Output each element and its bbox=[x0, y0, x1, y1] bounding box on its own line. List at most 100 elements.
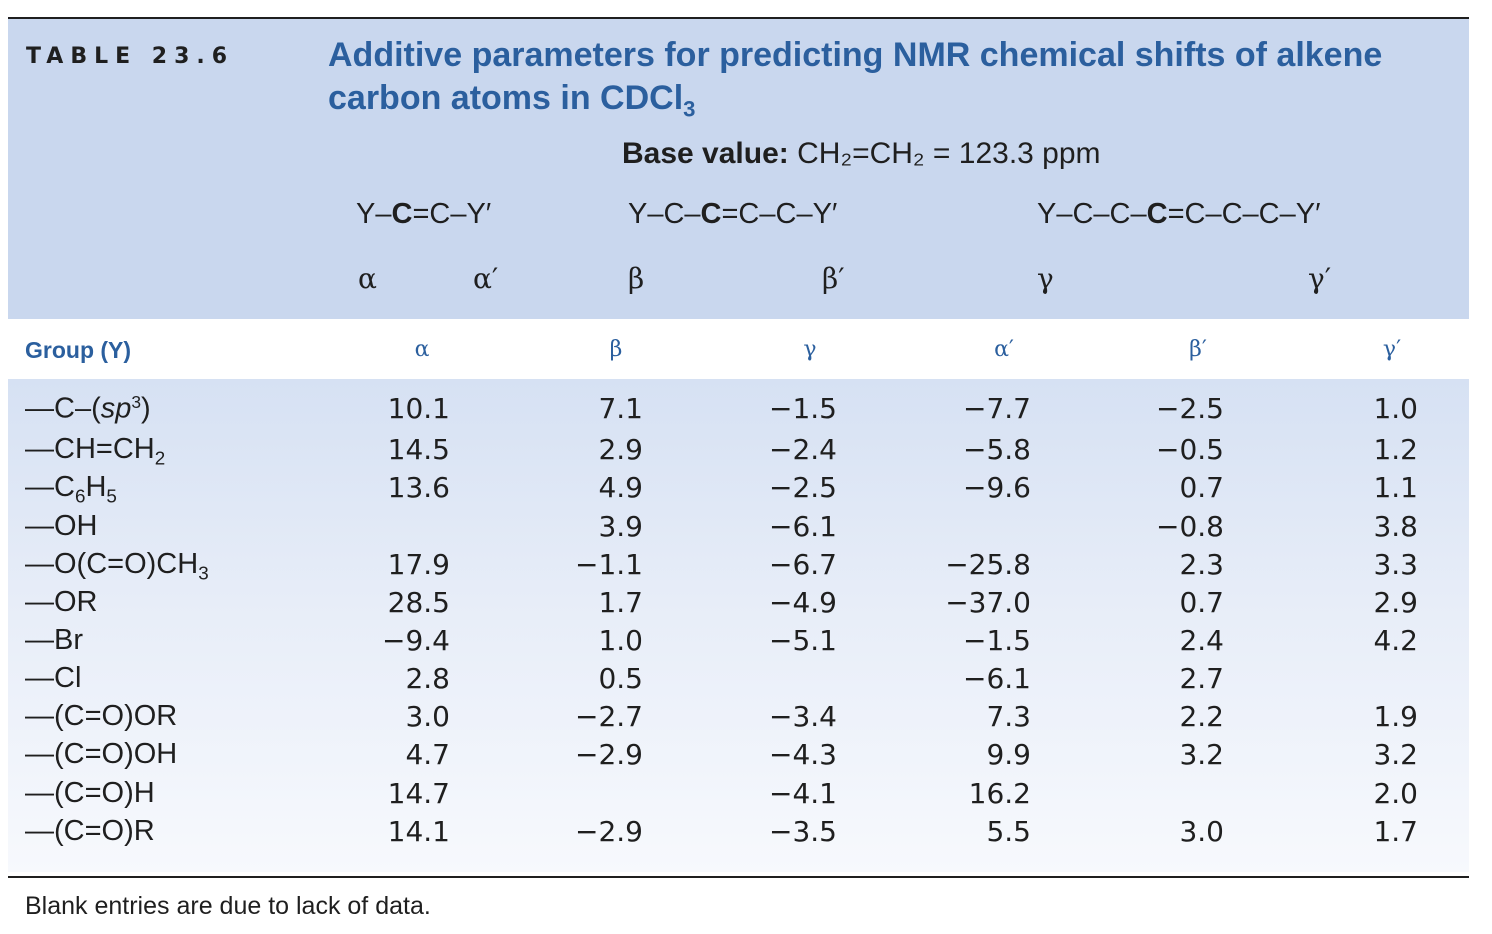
group-text: 2 bbox=[154, 447, 166, 469]
table-row: —OH 3.9 −6.1 −0.8 3.8 bbox=[0, 510, 1492, 548]
schematic-part: =C–C–C–Y′ bbox=[1167, 198, 1321, 230]
value-cell: 2.2 bbox=[1179, 700, 1224, 733]
value-cell: 2.7 bbox=[1179, 662, 1224, 695]
value-cell: 4.7 bbox=[405, 738, 450, 771]
value-cell: 13.6 bbox=[387, 471, 450, 504]
value-cell: −2.5 bbox=[769, 471, 837, 504]
group-text: sp bbox=[100, 392, 132, 425]
bottom-rule bbox=[8, 876, 1469, 878]
value-cell: −6.1 bbox=[963, 662, 1031, 695]
schematic-bold-carbon: C bbox=[391, 198, 413, 230]
value-cell: −2.9 bbox=[575, 815, 643, 848]
column-header-beta-prime: β′ bbox=[1189, 337, 1207, 362]
value-cell: 1.0 bbox=[1373, 392, 1418, 425]
value-cell: 3.9 bbox=[598, 510, 643, 543]
table-row: —Cl 2.8 0.5 −6.1 2.7 bbox=[0, 662, 1492, 700]
table-row: —C–(sp3) 10.1 7.1 −1.5 −7.7 −2.5 1.0 bbox=[0, 392, 1492, 430]
value-cell: 1.2 bbox=[1373, 433, 1418, 466]
value-cell: −4.9 bbox=[769, 586, 837, 619]
group-text: —OH bbox=[25, 510, 98, 542]
group-text: —(C=O)OR bbox=[25, 700, 178, 732]
table-row: —(C=O)OH 4.7 −2.9 −4.3 9.9 3.2 3.2 bbox=[0, 738, 1492, 776]
value-cell: 10.1 bbox=[387, 392, 450, 425]
schematic-beta: Y–C–C=C–C–Y′ bbox=[628, 198, 837, 231]
value-cell: 5.5 bbox=[986, 815, 1031, 848]
table-title: Additive parameters for predicting NMR c… bbox=[328, 34, 1428, 131]
group-text: —(C=O)H bbox=[25, 777, 155, 809]
group-text: H bbox=[85, 471, 107, 503]
value-cell: 14.7 bbox=[387, 777, 450, 810]
greek-label-alpha-prime: α′ bbox=[473, 262, 499, 295]
schematic-part: Y–C– bbox=[628, 198, 701, 230]
value-cell: −1.5 bbox=[963, 624, 1031, 657]
table-row: —C6H5 13.6 4.9 −2.5 −9.6 0.7 1.1 bbox=[0, 471, 1492, 509]
schematic-alpha: Y–C=C–Y′ bbox=[356, 198, 491, 231]
value-cell: 2.8 bbox=[405, 662, 450, 695]
group-text: —O(C=O)CH bbox=[25, 548, 199, 580]
value-cell: −0.8 bbox=[1156, 510, 1224, 543]
value-cell: 0.7 bbox=[1179, 586, 1224, 619]
base-value-label: Base value: bbox=[622, 137, 789, 170]
column-header-row bbox=[8, 319, 1469, 379]
schematic-gamma: Y–C–C–C=C–C–C–Y′ bbox=[1037, 198, 1321, 231]
schematic-bold-carbon: C bbox=[1146, 198, 1168, 230]
value-cell: 1.0 bbox=[598, 624, 643, 657]
value-cell: 9.9 bbox=[986, 738, 1031, 771]
title-subscript: 3 bbox=[683, 96, 696, 122]
value-cell: 3.8 bbox=[1373, 510, 1418, 543]
value-cell: 2.9 bbox=[598, 433, 643, 466]
value-cell: 2.3 bbox=[1179, 548, 1224, 581]
value-cell: 1.9 bbox=[1373, 700, 1418, 733]
value-cell: 7.1 bbox=[598, 392, 643, 425]
value-cell: 1.7 bbox=[598, 586, 643, 619]
group-text: —C–( bbox=[25, 392, 101, 425]
column-header-gamma-prime: γ′ bbox=[1382, 337, 1402, 362]
value-cell: 1.7 bbox=[1373, 815, 1418, 848]
group-text: —Br bbox=[25, 624, 83, 656]
value-cell: 2.9 bbox=[1373, 586, 1418, 619]
column-header-alpha-prime: α′ bbox=[994, 337, 1014, 362]
group-text: —(C=O)R bbox=[25, 815, 155, 847]
column-header-beta: β bbox=[609, 337, 623, 362]
footnote: Blank entries are due to lack of data. bbox=[25, 892, 431, 920]
group-text: —CH=CH bbox=[25, 433, 155, 465]
value-cell: −4.3 bbox=[769, 738, 837, 771]
table-row: —(C=O)H 14.7 −4.1 16.2 2.0 bbox=[0, 777, 1492, 815]
base-value-line: Base value: CH₂=CH₂ = 123.3 ppm bbox=[622, 137, 1101, 171]
group-text: —C bbox=[25, 471, 75, 503]
value-cell: −2.7 bbox=[575, 700, 643, 733]
value-cell: 3.2 bbox=[1179, 738, 1224, 771]
column-header-alpha: α bbox=[414, 337, 430, 362]
table-row: —CH=CH2 14.5 2.9 −2.4 −5.8 −0.5 1.2 bbox=[0, 433, 1492, 471]
value-cell: −7.7 bbox=[963, 392, 1031, 425]
group-cell: —(C=O)OR bbox=[25, 700, 177, 733]
value-cell: −1.1 bbox=[575, 548, 643, 581]
group-cell: —Cl bbox=[25, 662, 81, 695]
value-cell: 14.1 bbox=[387, 815, 450, 848]
value-cell: −2.5 bbox=[1156, 392, 1224, 425]
value-cell: −2.4 bbox=[769, 433, 837, 466]
greek-label-beta-prime: β′ bbox=[822, 262, 845, 295]
top-rule bbox=[8, 17, 1469, 19]
value-cell: −9.6 bbox=[963, 471, 1031, 504]
group-text: ) bbox=[141, 392, 151, 425]
value-cell: −25.8 bbox=[945, 548, 1031, 581]
greek-label-gamma-prime: γ′ bbox=[1308, 262, 1332, 295]
greek-label-beta: β bbox=[628, 262, 645, 295]
value-cell: 3.0 bbox=[405, 700, 450, 733]
value-cell: −9.4 bbox=[382, 624, 450, 657]
group-cell: —CH=CH2 bbox=[25, 433, 165, 470]
group-cell: —C–(sp3) bbox=[25, 392, 151, 426]
value-cell: 14.5 bbox=[387, 433, 450, 466]
value-cell: −1.5 bbox=[769, 392, 837, 425]
value-cell: −6.7 bbox=[769, 548, 837, 581]
header-band bbox=[8, 19, 1469, 319]
table-row: —(C=O)R 14.1 −2.9 −3.5 5.5 3.0 1.7 bbox=[0, 815, 1492, 853]
group-text: —(C=O)OH bbox=[25, 738, 178, 770]
table-body bbox=[8, 379, 1469, 872]
value-cell: 3.2 bbox=[1373, 738, 1418, 771]
value-cell: 3.0 bbox=[1179, 815, 1224, 848]
schematic-bold-carbon: C bbox=[700, 198, 722, 230]
value-cell: −0.5 bbox=[1156, 433, 1224, 466]
schematic-part: Y– bbox=[356, 198, 392, 230]
